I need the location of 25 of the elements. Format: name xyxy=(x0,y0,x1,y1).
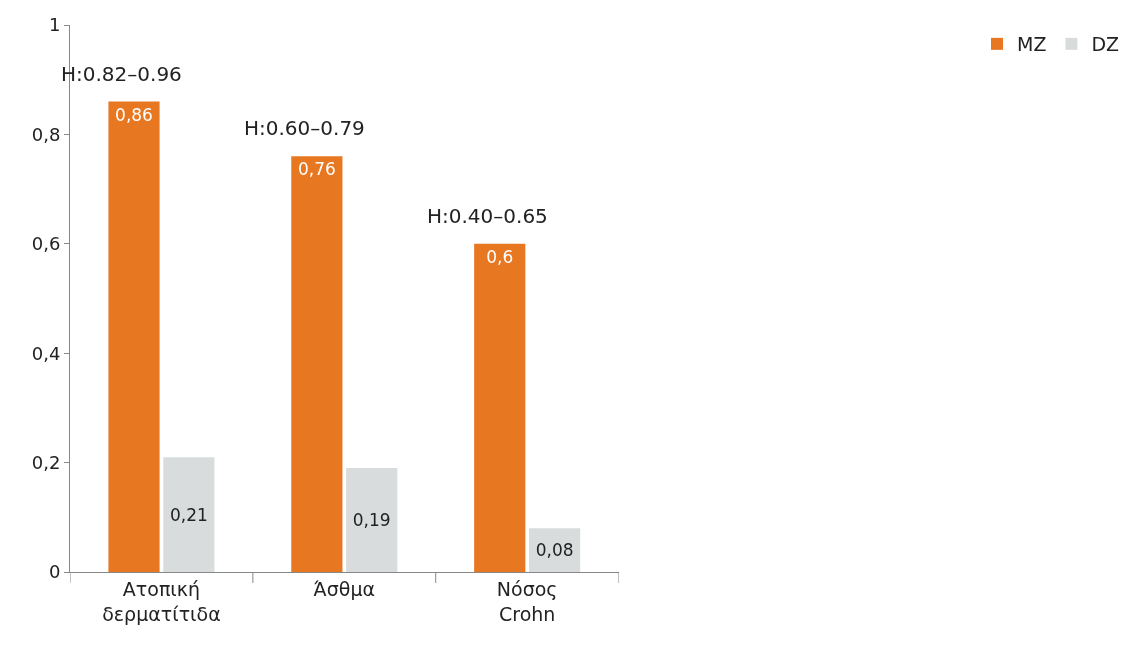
y-tick-label: 0,6 xyxy=(31,233,61,255)
y-tick-label: 0 xyxy=(48,561,61,583)
annotation: H:0.60–0.79 xyxy=(244,116,365,140)
bar xyxy=(163,457,215,572)
x-tick-label: Νόσος Crohn xyxy=(496,577,558,625)
y-tick-label: 0,2 xyxy=(31,451,61,473)
data-label: 0,76 xyxy=(297,159,336,180)
bar xyxy=(108,101,160,572)
annotation: H:0.82–0.96 xyxy=(61,62,182,86)
data-label: 0,08 xyxy=(535,540,574,561)
data-label: 0,86 xyxy=(115,104,153,125)
bar xyxy=(346,468,398,572)
x-tick-label: Ατοπική δερματίτιδα xyxy=(102,577,221,625)
y-tick-label: 0,4 xyxy=(31,342,61,364)
bar xyxy=(291,156,343,572)
data-label: 0,6 xyxy=(486,246,514,267)
legend-label: DZ xyxy=(1091,33,1120,56)
data-label: 0,19 xyxy=(352,510,391,531)
y-tick-label: 1 xyxy=(48,14,61,36)
legend-label: MZ xyxy=(1017,33,1047,56)
x-tick-label: Άσθμα xyxy=(313,577,376,600)
bar xyxy=(474,243,526,572)
data-label: 0,21 xyxy=(169,504,208,525)
annotation: H:0.40–0.65 xyxy=(427,204,548,228)
y-tick-label: 0,8 xyxy=(31,123,61,145)
